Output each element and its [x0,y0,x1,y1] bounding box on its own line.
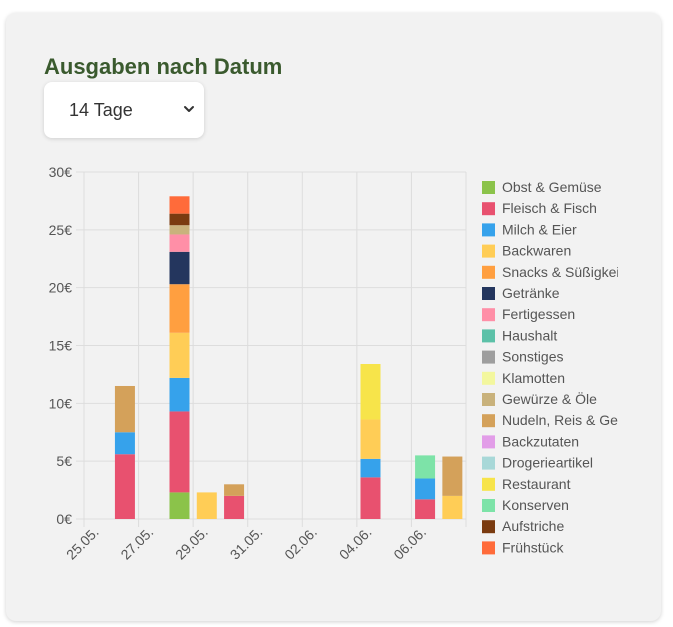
x-tick-label: 29.05. [172,524,211,563]
period-select[interactable]: 14 Tage [44,82,204,138]
legend-label: Obst & Gemüse [502,179,602,195]
legend-label: Fleisch & Fisch [502,200,597,216]
bar-segment [169,377,190,412]
legend-swatch [482,371,495,385]
bar-segment [169,251,190,285]
legend-swatch [482,520,495,534]
bar-segment [224,484,245,496]
legend-swatch [482,414,495,428]
bar-segment [169,234,190,252]
bar-segment [415,499,436,519]
bar-segment [169,411,190,493]
legend-label: Fertigessen [502,306,575,322]
stacked-bar-chart: 0€ 5€ 10€ 15€ 20€ 25€ 30€ 25.05. 27.05. 29.05. 31.… [49,164,653,563]
legend-swatch [482,541,495,555]
legend-label: Aufstriche [502,518,564,534]
bar-segment [415,478,436,500]
legend-swatch [482,499,495,512]
legend-label: Sonstiges [502,349,563,365]
bar-segment [114,385,135,433]
x-tick-label: 27.05. [117,524,156,563]
legend-swatch [482,477,495,491]
bar-segment [169,332,190,378]
bar-segment [360,477,381,519]
legend-label: Drogerieartikel [502,455,593,471]
chevron-down-icon [184,106,194,112]
bar-segment [169,225,190,235]
expenses-card: Ausgaben nach Datum 14 Tage 0€ 5€ 10€ 15€ 20… [6,13,661,621]
legend-swatch [482,265,495,279]
bar-segment [360,419,381,459]
x-tick-label: 25.05. [63,524,102,563]
x-tick-label: 02.06. [281,524,320,563]
bar-segment [360,364,381,420]
x-tick-label: 31.05. [227,524,266,563]
legend-swatch [482,329,495,343]
y-tick-label: 15€ [49,338,73,354]
y-tick-label: 25€ [49,222,73,238]
y-tick-label: 20€ [49,280,73,296]
legend-label: Haushalt [502,327,557,343]
legend-swatch [482,456,495,470]
bar-segment [442,456,463,496]
legend-label: Milch & Eier [502,221,577,237]
legend-label: Frühstück [502,539,564,555]
legend-swatch [482,350,495,364]
bar-segment [169,196,190,214]
y-tick-label: 30€ [49,164,73,180]
bar-segment [196,492,217,519]
bar-segment [360,458,381,478]
legend-swatch [482,393,495,406]
legend-label: Nudeln, Reis & Getreide [502,412,653,428]
legend-label: Snacks & Süßigkeiten [502,264,639,280]
legend-label: Konserven [502,497,569,513]
legend-swatch [482,244,495,258]
legend-label: Restaurant [502,476,571,492]
legend-label: Klamotten [502,370,565,386]
y-tick-label: 10€ [49,395,73,411]
x-tick-label: 06.06. [390,524,429,563]
legend-label: Backwaren [502,243,571,259]
legend-swatch [482,202,495,216]
y-tick-label: 5€ [56,453,72,469]
bar-segment [169,213,190,226]
legend-label: Backzutaten [502,433,579,449]
legend-swatch [482,223,495,237]
legend-swatch [482,435,495,449]
bar-segment [114,432,135,455]
legend-label: Getränke [502,285,560,301]
legend-swatch [482,287,495,300]
bar-segment [224,495,245,519]
legend-swatch [482,308,495,322]
bar-segment [169,284,190,333]
period-select-value: 14 Tage [69,100,133,120]
bar-segment [415,455,436,479]
bar-segment [169,492,190,519]
bar-segment [114,454,135,519]
bar-segment [442,495,463,519]
legend-swatch [482,181,495,194]
y-tick-label: 0€ [56,511,72,527]
legend-label: Gewürze & Öle [502,390,597,407]
card-title: Ausgaben nach Datum [44,54,283,79]
x-tick-label: 04.06. [336,524,375,563]
